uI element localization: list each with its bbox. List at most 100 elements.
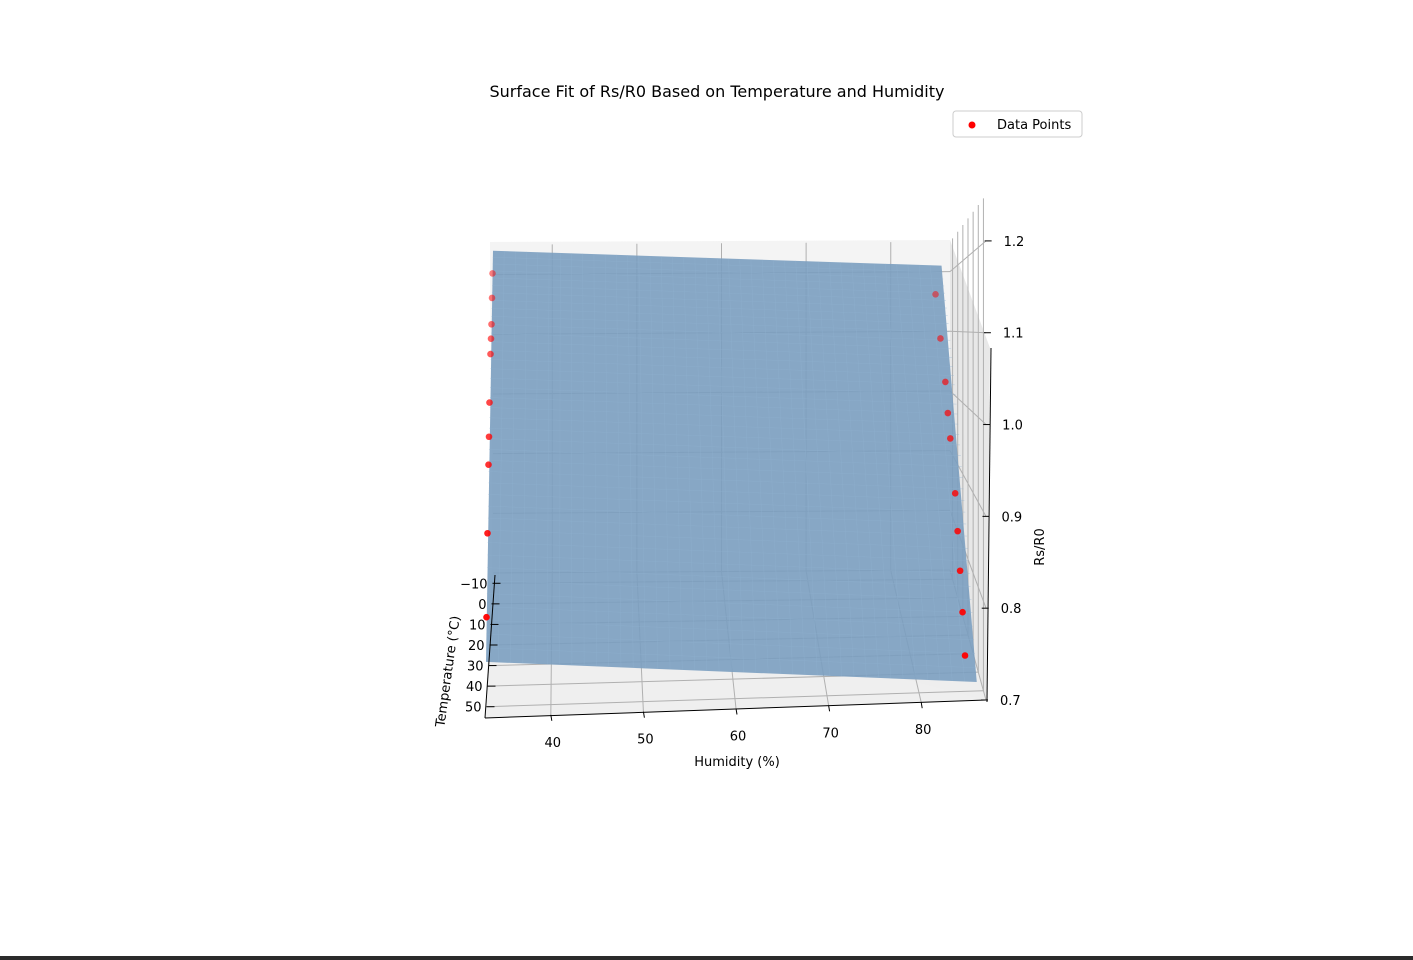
surface-mesh-line xyxy=(490,359,954,376)
y-tick-label: 0 xyxy=(478,598,486,613)
x-tick xyxy=(920,702,923,709)
surface-mesh-line xyxy=(522,251,527,664)
surface-mesh-line xyxy=(491,324,951,341)
data-point xyxy=(956,567,964,575)
x-axis-line xyxy=(484,699,987,719)
tick-marks: 40 50 60 70 80 −10 0 10 20 30 40 50 0.7 0.8 0.9 1.0 1.1 1… xyxy=(460,235,1024,751)
data-point xyxy=(959,608,966,616)
surface-mesh-line xyxy=(487,567,971,587)
surface-mesh-line xyxy=(534,252,539,664)
data-point xyxy=(485,461,492,469)
surface-mesh-line xyxy=(487,517,968,537)
data-point xyxy=(487,350,494,358)
x-tick-label: 70 xyxy=(822,726,839,741)
data-point xyxy=(488,320,495,328)
surface-mesh-line xyxy=(490,350,953,367)
surface-mesh-line xyxy=(486,633,975,654)
x-tick-label: 40 xyxy=(545,736,562,751)
surface-mesh-line xyxy=(488,505,967,525)
x-tick-label: 60 xyxy=(730,730,747,745)
z-tick-label: 0.9 xyxy=(1001,510,1022,525)
grid-line-z-side xyxy=(949,390,987,425)
grid-line-z-side xyxy=(949,240,987,272)
data-point xyxy=(932,291,939,298)
z-tick-label: 0.8 xyxy=(1001,602,1022,617)
grid-line-y-floor xyxy=(486,690,984,708)
surface-mesh-line xyxy=(487,542,969,562)
x-tick-label: 50 xyxy=(637,733,654,748)
data-points-layer xyxy=(483,270,969,659)
x-tick xyxy=(735,708,738,715)
y-axis-label: Temperature (°C) xyxy=(433,615,464,729)
surface-mesh xyxy=(486,251,976,682)
surface-mesh-line xyxy=(907,264,941,681)
x-tick xyxy=(550,714,553,721)
surface-mesh-line xyxy=(487,580,972,600)
z-axis-line xyxy=(986,347,992,703)
surface-mesh-line xyxy=(491,332,952,350)
surface-mesh-line xyxy=(490,368,955,386)
surface-mesh-line xyxy=(491,300,948,317)
surface-mesh-line xyxy=(491,292,947,309)
chart-title: Surface Fit of Rs/R0 Based on Temperatur… xyxy=(489,82,944,101)
y-tick-label: −10 xyxy=(460,577,487,592)
surface-mesh-line xyxy=(491,308,949,324)
surface-mesh-line xyxy=(492,284,946,301)
x-tick xyxy=(828,705,831,712)
data-point xyxy=(954,527,961,535)
z-tick-label: 1.1 xyxy=(1003,327,1024,342)
legend-box xyxy=(952,110,1083,138)
surface-mesh-line xyxy=(896,264,928,680)
surface-mesh-line xyxy=(486,606,974,627)
data-point xyxy=(946,435,954,442)
legend-marker xyxy=(968,121,976,129)
z-axis-label: Rs/R0 xyxy=(1033,528,1048,566)
x-tick-label: 80 xyxy=(915,723,932,738)
surface-mesh-line xyxy=(487,529,968,549)
grid-line-z-side xyxy=(949,330,987,334)
data-point xyxy=(961,652,969,659)
data-point xyxy=(489,270,496,277)
data-point xyxy=(942,378,949,386)
data-point xyxy=(944,409,952,417)
fitted-surface xyxy=(486,250,977,682)
surface-mesh-line xyxy=(489,397,958,415)
surface-mesh-line xyxy=(488,471,964,490)
surface-mesh-line xyxy=(488,482,965,501)
surface-mesh-line xyxy=(498,251,505,663)
surface-mesh-line xyxy=(492,270,945,287)
bottom-edge-bar xyxy=(0,956,1413,960)
data-point xyxy=(937,335,944,342)
z-tick-label: 1.2 xyxy=(1004,235,1025,250)
y-tick-label: 10 xyxy=(469,618,486,633)
data-point xyxy=(488,294,496,302)
y-tick-label: 50 xyxy=(465,701,482,716)
surface-mesh-line xyxy=(510,251,516,663)
surface-mesh-line xyxy=(490,341,953,358)
surface-mesh-line xyxy=(489,407,959,425)
surface-mesh-line xyxy=(491,316,950,333)
surface-mesh-line xyxy=(489,427,961,446)
surface-mesh-line xyxy=(488,460,963,478)
surface-mesh-line xyxy=(930,265,965,682)
surface-mesh-line xyxy=(488,449,962,467)
surface-mesh-line xyxy=(490,387,957,405)
surface-mesh-line xyxy=(492,263,944,280)
y-tick-label: 40 xyxy=(466,680,483,695)
x-axis-label: Humidity (%) xyxy=(694,755,780,770)
z-tick-label: 0.7 xyxy=(1000,694,1021,709)
surface-mesh-line xyxy=(489,417,960,435)
surface-mesh-line xyxy=(490,377,956,395)
data-point xyxy=(951,490,959,497)
x-tick xyxy=(642,711,645,718)
legend-label: Data Points xyxy=(997,118,1071,133)
surface-mesh-line xyxy=(487,554,970,574)
legend: Data Points xyxy=(952,110,1083,138)
data-point xyxy=(487,335,495,342)
surface-mesh-line xyxy=(486,593,973,613)
surface-mesh-line xyxy=(486,620,975,641)
y-tick-label: 30 xyxy=(467,660,484,675)
surface-mesh-line xyxy=(486,647,976,668)
data-point xyxy=(483,613,490,621)
